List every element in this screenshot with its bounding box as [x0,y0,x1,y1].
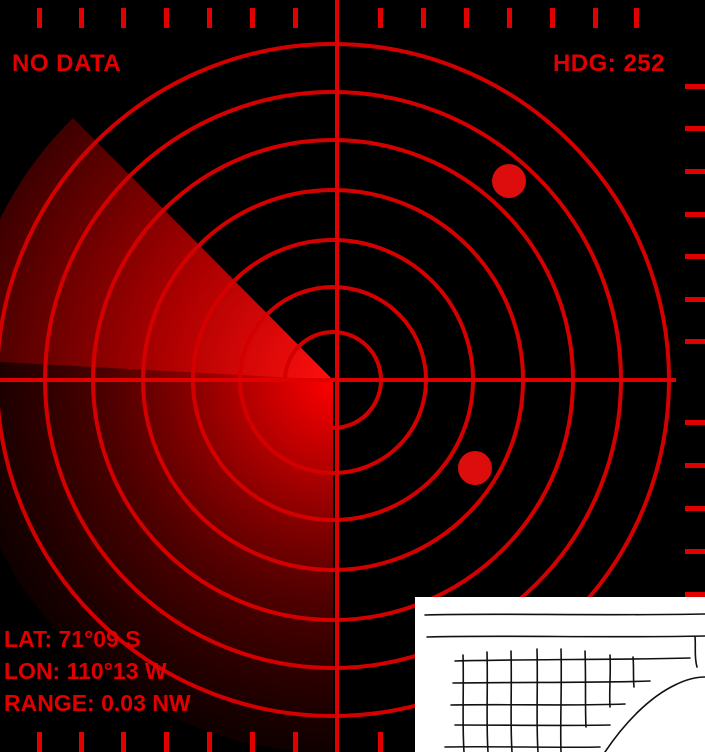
top-ticks [37,8,639,28]
blip-icon[interactable] [458,451,492,485]
longitude-readout: LON: 110°13 W [4,658,167,684]
latitude-readout: LAT: 71°09 S [4,626,141,652]
heading-readout: HDG: 252 [552,50,665,77]
range-readout: RANGE: 0.03 NW [4,690,191,716]
bottom-ticks [37,732,383,752]
radar-sweep-icon [0,118,333,380]
blip-icon[interactable] [492,164,526,198]
radar-glow [0,380,333,752]
position-readout: LAT: 71°09 S LON: 110°13 W RANGE: 0.03 N… [4,623,191,719]
right-ticks [685,84,705,597]
status-label: NO DATA [12,50,122,77]
sketch-drawing [424,613,705,752]
sketch-overlay [415,597,705,752]
